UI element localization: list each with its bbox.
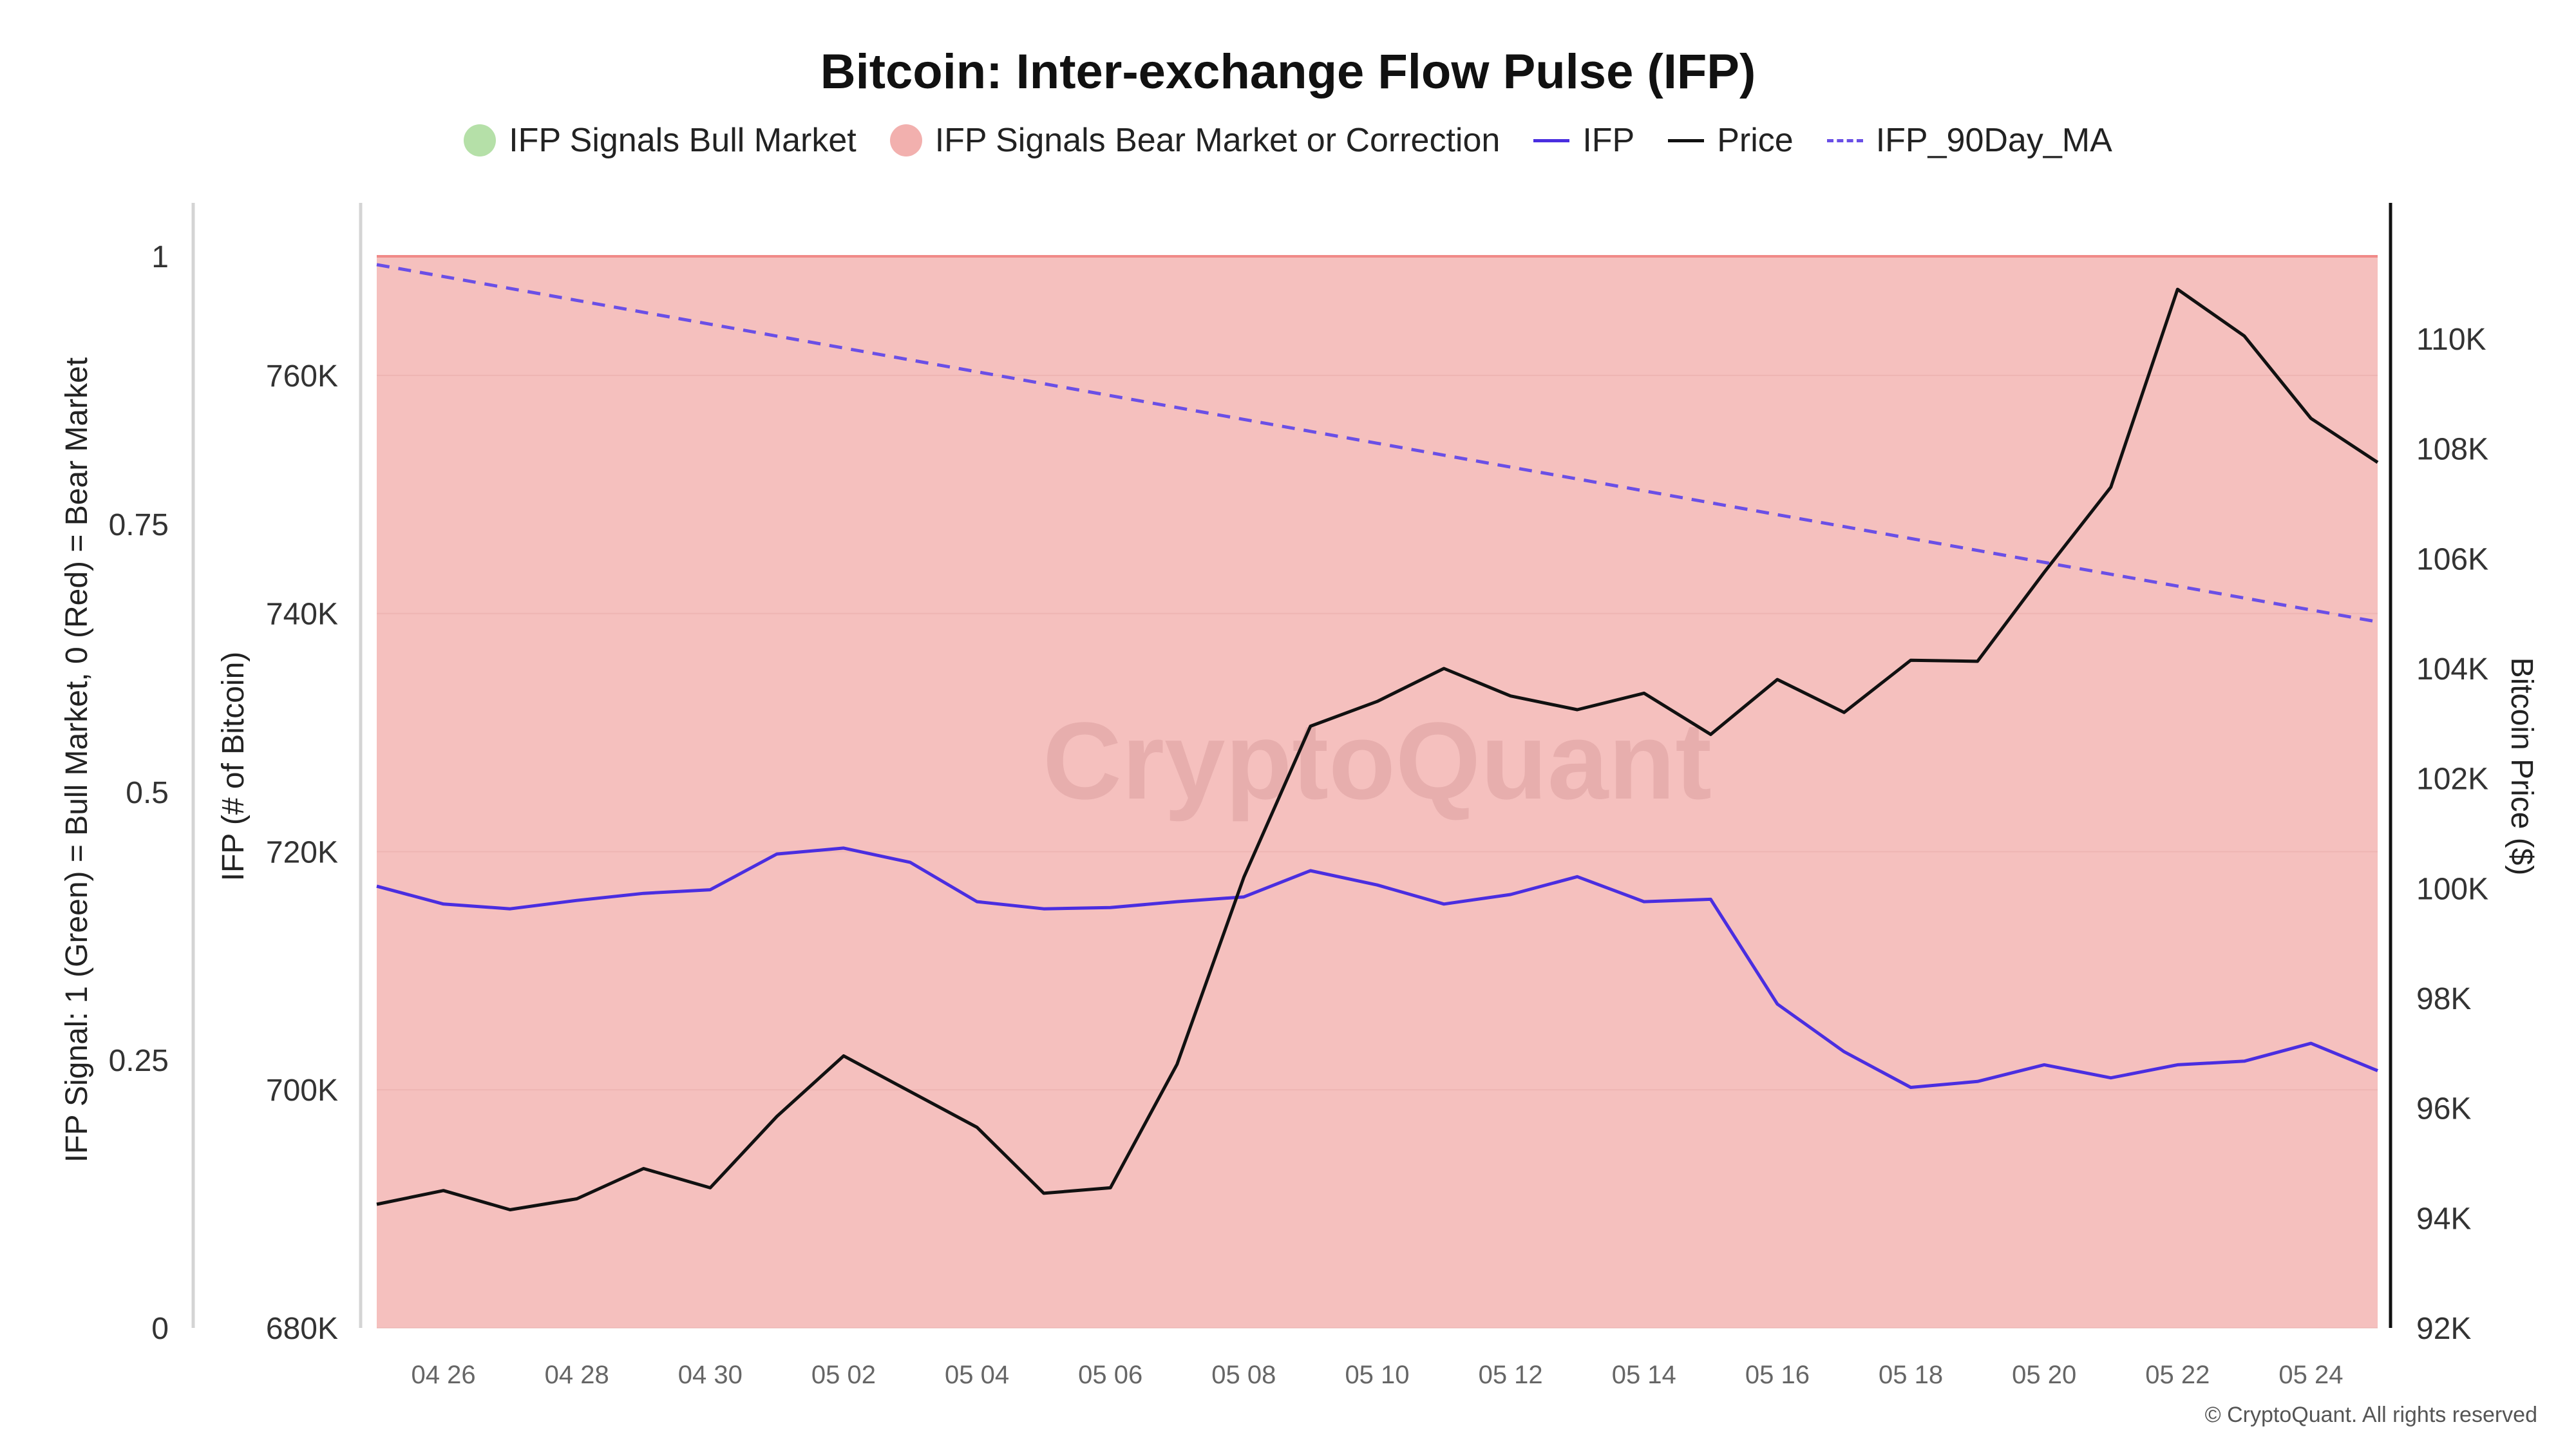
legend-label-price: Price: [1717, 122, 1794, 159]
price-tick-label: 102K: [2416, 762, 2488, 797]
x-tick-label: 05 10: [1345, 1361, 1409, 1389]
price-tick-label: 110K: [2416, 323, 2486, 357]
ifp-tick-label: 740K: [266, 598, 338, 632]
series-line-ifp-90day-ma: [376, 263, 2378, 624]
watermark: CryptoQuant: [1043, 700, 1712, 822]
chart-title: Bitcoin: Inter-exchange Flow Pulse (IFP): [820, 44, 1756, 99]
legend-swatch-bull: [464, 124, 497, 156]
x-tick-label: 05 18: [1879, 1361, 1943, 1389]
signal-tick-label: 0: [151, 1312, 169, 1346]
signal-tick-label: 1: [151, 240, 169, 274]
x-tick-label: 05 14: [1612, 1361, 1676, 1389]
x-tick-label: 04 28: [545, 1361, 609, 1389]
signal-bear-area: [377, 256, 2378, 1328]
legend-swatch-price: [1668, 138, 1705, 142]
x-tick-label: 05 06: [1078, 1361, 1142, 1389]
x-tick-label: 05 16: [1745, 1361, 1810, 1389]
price-tick-label: 106K: [2416, 542, 2488, 576]
legend-item-ifp-ma[interactable]: IFP_90Day_MA: [1826, 121, 2112, 160]
x-tick-label: 04 30: [678, 1361, 743, 1389]
legend-label-ifp-ma: IFP_90Day_MA: [1875, 122, 2112, 159]
legend-item-bull[interactable]: IFP Signals Bull Market: [464, 121, 857, 160]
x-tick-label: 04 26: [412, 1361, 476, 1389]
price-tick-label: 94K: [2416, 1202, 2471, 1236]
ifp-tick-label: 720K: [266, 835, 338, 869]
series-line-price: [376, 287, 2379, 1211]
signal-axis-title: IFP Signal: 1 (Green) = Bull Market, 0 (…: [60, 357, 94, 1162]
ifp-tick-label: 760K: [266, 359, 338, 393]
x-tick-label: 05 22: [2145, 1361, 2210, 1389]
price-tick-label: 92K: [2416, 1312, 2471, 1346]
legend-label-bull: IFP Signals Bull Market: [509, 122, 857, 159]
ifp-axis-title: IFP (# of Bitcoin): [216, 652, 251, 882]
price-axis-title: Bitcoin Price ($): [2505, 658, 2539, 876]
legend-swatch-ifp-ma: [1826, 138, 1863, 142]
signal-tick-label: 0.75: [109, 508, 169, 542]
legend-swatch-bear: [889, 124, 922, 156]
x-tick-label: 05 04: [945, 1361, 1009, 1389]
legend-item-ifp[interactable]: IFP: [1533, 121, 1634, 160]
price-tick-label: 98K: [2416, 982, 2471, 1016]
legend-label-bear: IFP Signals Bear Market or Correction: [934, 122, 1501, 159]
signal-tick-label: 0.5: [126, 776, 169, 810]
legend-label-ifp: IFP: [1582, 122, 1635, 159]
x-tick-label: 05 24: [2278, 1361, 2343, 1389]
series-line-ifp: [376, 846, 2378, 1089]
ifp-tick-label: 700K: [266, 1074, 338, 1108]
price-tick-label: 96K: [2416, 1092, 2471, 1126]
legend-swatch-ifp: [1533, 138, 1570, 142]
x-tick-label: 05 08: [1211, 1361, 1276, 1389]
ifp-tick-label: 680K: [266, 1312, 338, 1346]
price-tick-label: 100K: [2416, 872, 2488, 906]
copyright-notice: © CryptoQuant. All rights reserved: [2204, 1403, 2537, 1427]
price-tick-label: 104K: [2416, 652, 2488, 687]
signal-tick-label: 0.25: [109, 1044, 169, 1078]
legend-item-bear[interactable]: IFP Signals Bear Market or Correction: [889, 121, 1501, 160]
x-tick-label: 05 12: [1479, 1361, 1543, 1389]
chart-legend: IFP Signals Bull Market IFP Signals Bear…: [0, 121, 2576, 160]
x-tick-label: 05 02: [811, 1361, 876, 1389]
x-tick-label: 05 20: [2012, 1361, 2076, 1389]
price-tick-label: 108K: [2416, 433, 2488, 467]
legend-item-price[interactable]: Price: [1668, 121, 1794, 160]
